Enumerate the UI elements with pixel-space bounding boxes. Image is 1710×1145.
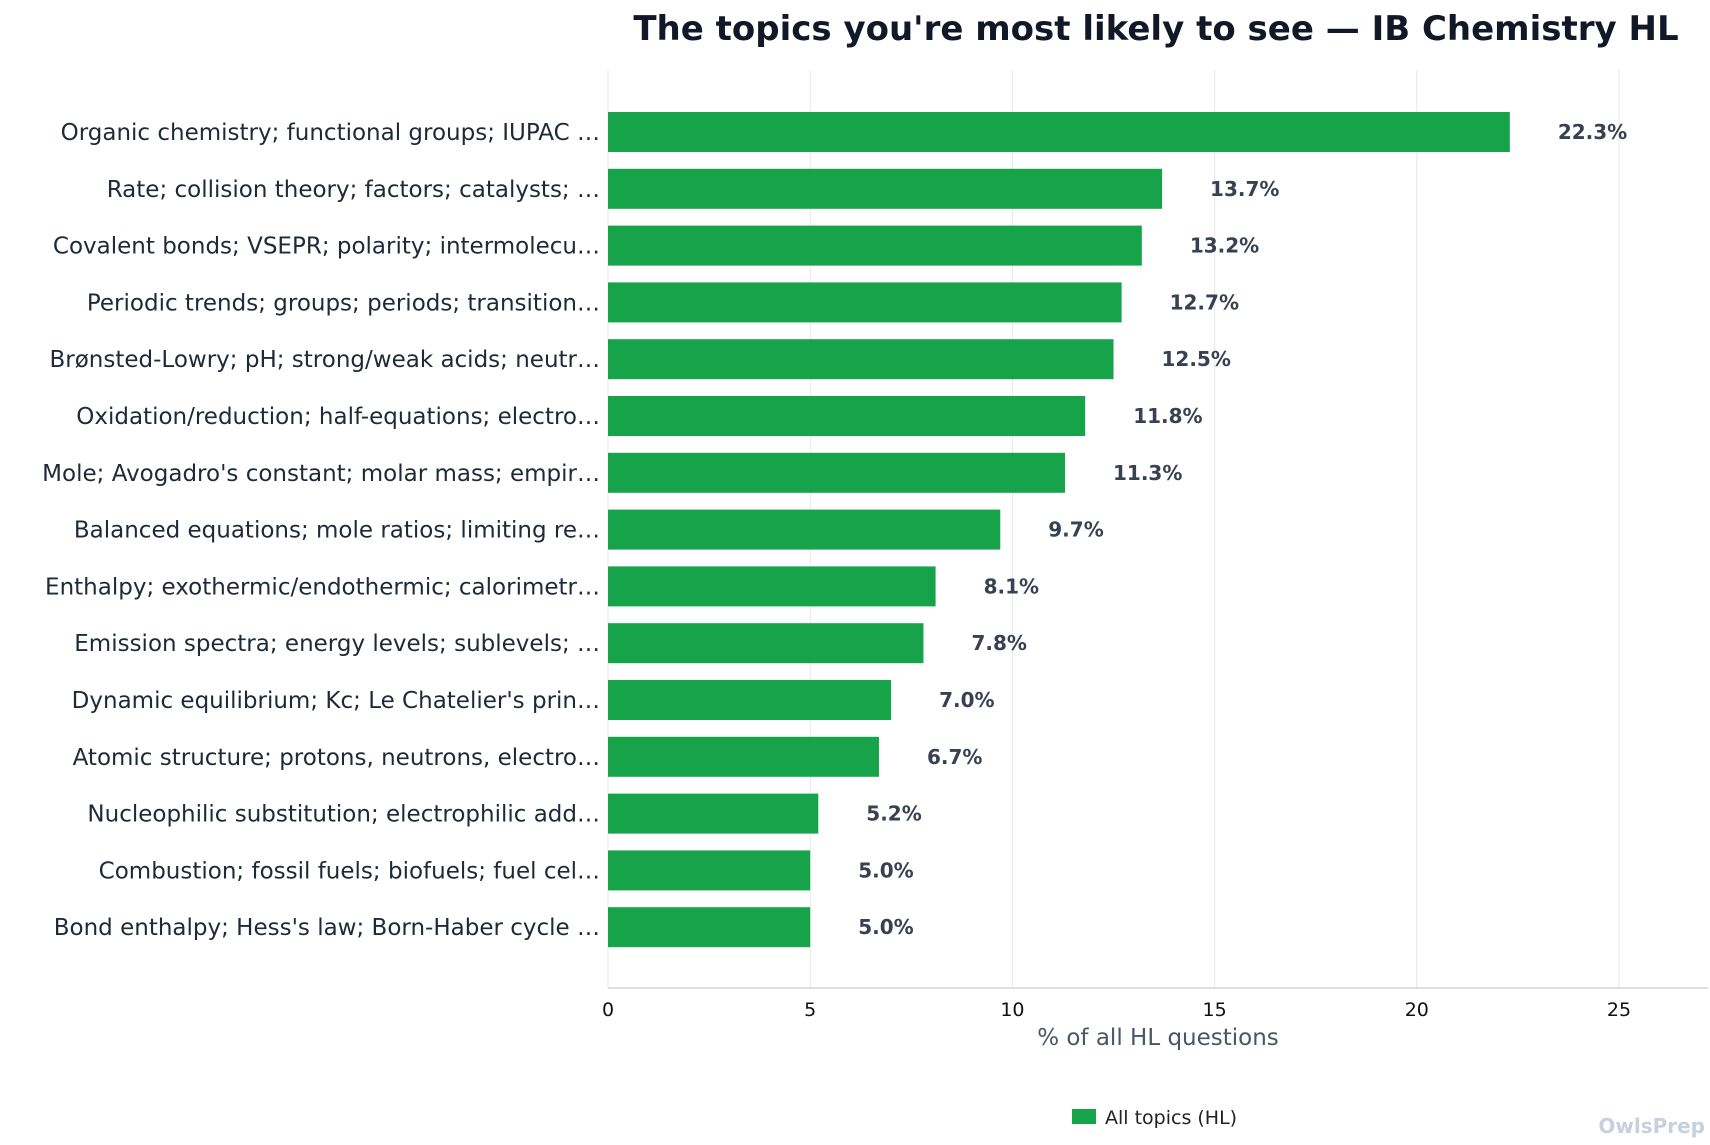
x-tick-label: 20 [1405, 999, 1429, 1021]
category-label: Covalent bonds; VSEPR; polarity; intermo… [53, 234, 600, 260]
category-label: Brønsted-Lowry; pH; strong/weak acids; n… [50, 347, 601, 373]
bar [608, 793, 819, 834]
watermark: OwlsPrep [1598, 1114, 1705, 1138]
category-labels: Organic chemistry; functional groups; IU… [42, 120, 600, 941]
value-label: 13.2% [1190, 234, 1259, 258]
bar [608, 680, 892, 720]
x-tick-label: 0 [602, 999, 614, 1021]
value-label: 11.8% [1133, 404, 1202, 428]
legend-label: All topics (HL) [1105, 1107, 1237, 1129]
value-label: 5.2% [866, 802, 921, 826]
value-label: 5.0% [858, 858, 913, 882]
category-label: Balanced equations; mole ratios; limitin… [74, 518, 600, 544]
category-label: Oxidation/reduction; half-equations; ele… [76, 404, 600, 430]
value-label: 6.7% [927, 745, 982, 769]
bar [608, 736, 879, 777]
category-label: Atomic structure; protons, neutrons, ele… [73, 745, 600, 771]
x-tick-label: 15 [1203, 999, 1227, 1021]
legend: All topics (HL) [1072, 1107, 1237, 1129]
bar [608, 452, 1065, 493]
value-label: 5.0% [858, 915, 913, 939]
gridlines [607, 70, 1620, 988]
bar [608, 282, 1122, 323]
value-labels: 22.3% 13.7% 13.2% 12.7% 12.5% 11.8% 11.3% 9.7% 8… [858, 120, 1627, 939]
bar [608, 907, 811, 948]
category-label: Enthalpy; exothermic/endothermic; calori… [45, 574, 600, 600]
value-label: 9.7% [1048, 518, 1103, 542]
x-tick-label: 5 [804, 999, 816, 1021]
bar [608, 509, 1001, 550]
bars [608, 112, 1510, 948]
bar [608, 850, 811, 891]
bar [608, 112, 1510, 152]
category-label: Nucleophilic substitution; electrophilic… [87, 802, 600, 828]
value-label: 7.0% [939, 688, 994, 712]
legend-swatch [1072, 1109, 1096, 1124]
category-label: Emission spectra; energy levels; subleve… [74, 631, 600, 657]
category-label: Dynamic equilibrium; Kc; Le Chatelier's … [72, 688, 600, 714]
x-tick-label: 25 [1607, 999, 1631, 1021]
value-label: 12.7% [1170, 290, 1239, 314]
category-label: Combustion; fossil fuels; biofuels; fuel… [99, 858, 600, 884]
category-label: Bond enthalpy; Hess's law; Born-Haber cy… [54, 915, 600, 941]
value-label: 7.8% [971, 631, 1026, 655]
value-label: 11.3% [1113, 461, 1182, 485]
x-tick-labels: 0 5 10 15 20 25 [602, 999, 1631, 1021]
x-axis-label: % of all HL questions [1037, 1025, 1279, 1051]
value-label: 8.1% [984, 574, 1039, 598]
bar [608, 168, 1163, 209]
bar [608, 339, 1114, 380]
bar [608, 566, 936, 607]
bar [608, 225, 1142, 266]
bar [608, 396, 1086, 436]
category-label: Organic chemistry; functional groups; IU… [61, 120, 600, 146]
chart-title: The topics you're most likely to see — I… [633, 9, 1678, 49]
value-label: 22.3% [1558, 120, 1627, 144]
category-label: Mole; Avogadro's constant; molar mass; e… [42, 461, 600, 487]
value-label: 13.7% [1210, 177, 1279, 201]
x-tick-label: 10 [1000, 999, 1024, 1021]
value-label: 12.5% [1162, 347, 1231, 371]
bar [608, 623, 924, 664]
category-label: Rate; collision theory; factors; catalys… [107, 177, 600, 203]
category-label: Periodic trends; groups; periods; transi… [87, 290, 600, 316]
